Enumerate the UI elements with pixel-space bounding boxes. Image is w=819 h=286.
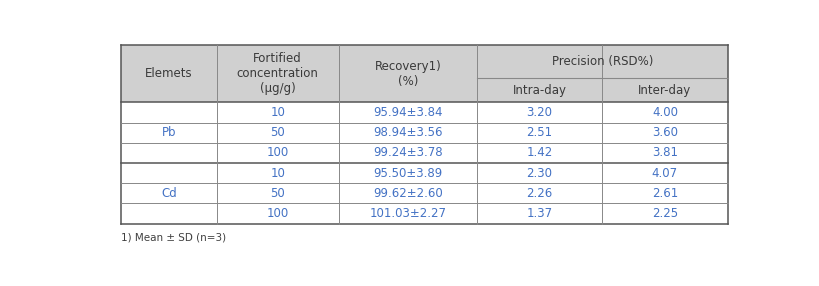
Text: 50: 50	[270, 187, 285, 200]
Text: 3.20: 3.20	[527, 106, 553, 119]
Text: 3.60: 3.60	[652, 126, 678, 139]
Text: 2.25: 2.25	[652, 207, 678, 220]
Bar	[121, 143, 727, 163]
Text: 95.94±3.84: 95.94±3.84	[373, 106, 442, 119]
Text: Recovery1)
(%): Recovery1) (%)	[374, 60, 441, 88]
Text: 100: 100	[266, 146, 289, 160]
Text: 1.42: 1.42	[527, 146, 553, 160]
Text: 10: 10	[270, 106, 285, 119]
Text: Cd: Cd	[161, 187, 177, 200]
Text: 98.94±3.56: 98.94±3.56	[373, 126, 442, 139]
Text: 2.30: 2.30	[527, 167, 553, 180]
Text: Intra-day: Intra-day	[513, 84, 567, 97]
Text: Elemets: Elemets	[145, 67, 192, 80]
Bar	[121, 183, 727, 204]
Text: 2.51: 2.51	[527, 126, 553, 139]
Text: 2.61: 2.61	[652, 187, 678, 200]
Text: 1) Mean ± SD (n=3): 1) Mean ± SD (n=3)	[121, 233, 227, 243]
Text: 4.07: 4.07	[652, 167, 678, 180]
Text: Pb: Pb	[161, 126, 176, 139]
Bar	[121, 45, 727, 102]
Text: 101.03±2.27: 101.03±2.27	[369, 207, 446, 220]
Bar	[121, 163, 727, 183]
Bar	[121, 123, 727, 143]
Text: Precision (RSD%): Precision (RSD%)	[551, 55, 653, 68]
Text: 4.00: 4.00	[652, 106, 678, 119]
Bar	[121, 102, 727, 123]
Text: 10: 10	[270, 167, 285, 180]
Text: Inter-day: Inter-day	[638, 84, 691, 97]
Text: 2.26: 2.26	[527, 187, 553, 200]
Text: Fortified
concentration
(μg/g): Fortified concentration (μg/g)	[237, 52, 319, 95]
Text: 95.50±3.89: 95.50±3.89	[373, 167, 442, 180]
Text: 99.62±2.60: 99.62±2.60	[373, 187, 442, 200]
Text: 3.81: 3.81	[652, 146, 678, 160]
Bar	[121, 204, 727, 224]
Text: 100: 100	[266, 207, 289, 220]
Text: 50: 50	[270, 126, 285, 139]
Text: 99.24±3.78: 99.24±3.78	[373, 146, 442, 160]
Text: 1.37: 1.37	[527, 207, 553, 220]
